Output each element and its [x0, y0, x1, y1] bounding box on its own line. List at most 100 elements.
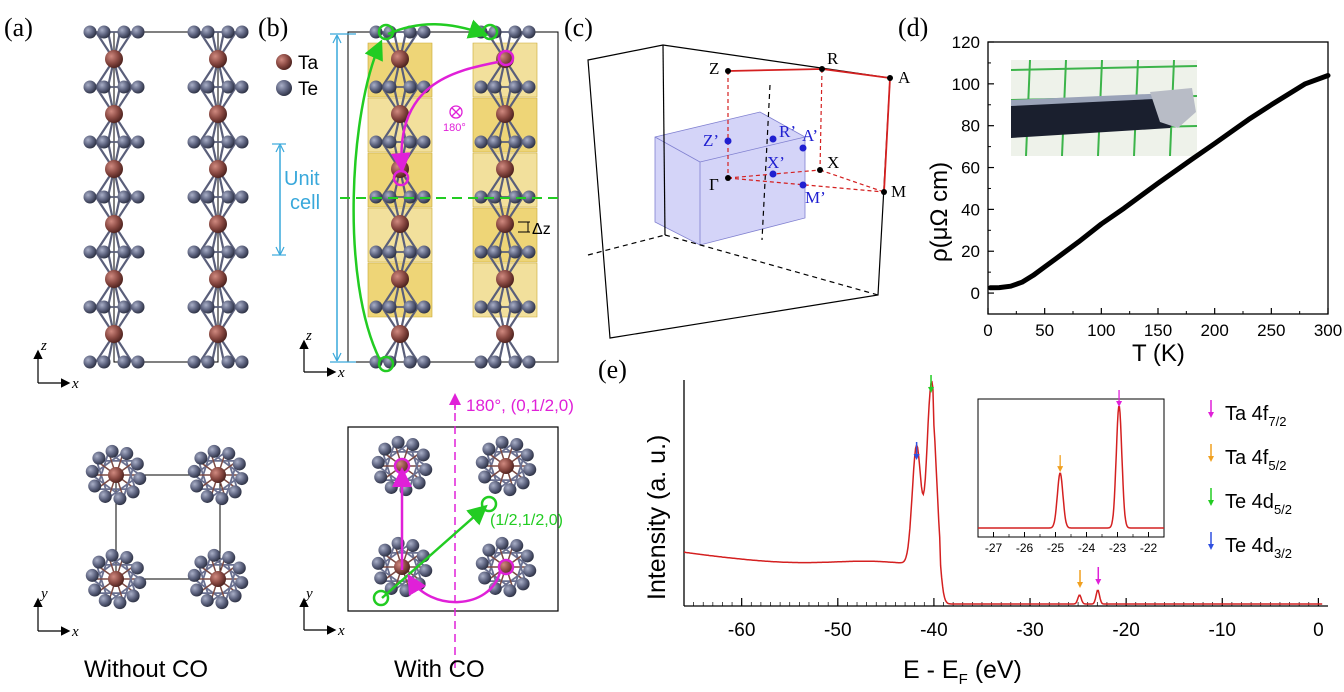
inset-peak-arrow-head — [1057, 466, 1064, 473]
kpoint-R: R — [827, 49, 839, 68]
te-atom — [474, 245, 488, 259]
te-atom — [478, 571, 492, 585]
te-atom — [83, 135, 97, 149]
x-tick-label: 200 — [1200, 321, 1228, 340]
te-atom — [508, 355, 522, 369]
te-atom — [97, 355, 111, 369]
magenta-rotation-arrow — [390, 60, 499, 173]
legend-arrow-head — [1208, 500, 1214, 506]
panel-label-b: (b) — [258, 13, 288, 42]
legend-label: Te 4d3/2 — [1225, 535, 1292, 561]
te-atom — [83, 245, 97, 259]
te-atom — [120, 551, 134, 565]
legend-label: Te 4d5/2 — [1225, 491, 1292, 517]
te-atom — [488, 300, 502, 314]
te-atom — [83, 190, 97, 204]
xps-chart: -60 -50 -40 -30 -20 -10 0 -27 -26 -25 -24 -23 -22 T… — [643, 375, 1328, 688]
te-atom — [403, 80, 417, 94]
te-atom — [235, 80, 249, 94]
y-tick-label: 60 — [961, 159, 980, 178]
axis-label-x-top: x — [71, 624, 79, 640]
te-atom — [235, 25, 249, 39]
te-atom — [369, 135, 383, 149]
te-atom — [201, 245, 215, 259]
te-atom — [523, 463, 537, 477]
te-atom — [475, 455, 489, 469]
x-tick-label: 300 — [1314, 321, 1342, 340]
panel-label-e: (e) — [598, 355, 627, 384]
axis-label-z-b: z — [305, 328, 312, 344]
te-atom — [488, 245, 502, 259]
caption-with-co: With CO — [394, 656, 485, 683]
x-tick-label: -60 — [728, 620, 755, 641]
te-atom — [187, 190, 201, 204]
kpoint-Xp: X’ — [767, 153, 785, 172]
te-atom — [522, 190, 536, 204]
te-atom — [200, 489, 214, 503]
te-atom — [98, 593, 112, 607]
kpoint-Ap: A’ — [802, 126, 818, 145]
te-atom — [235, 135, 249, 149]
unit-cell-label-1: Unit — [284, 168, 320, 190]
te-atom — [83, 25, 97, 39]
te-atom — [126, 485, 140, 499]
te-atom — [488, 355, 502, 369]
te-atom — [117, 245, 131, 259]
te-atom — [474, 300, 488, 314]
te-atom — [403, 245, 417, 259]
te-atom — [488, 581, 502, 595]
unit-cell-top-view — [115, 474, 221, 580]
te-atom — [516, 476, 530, 490]
axes-xy-b: y x — [299, 586, 345, 639]
te-atom — [201, 135, 215, 149]
te-atom — [403, 300, 417, 314]
green-translation-arrow-top-view — [381, 504, 488, 599]
te-atom — [416, 448, 430, 462]
y-tick-label: 80 — [961, 117, 980, 136]
atom-chain-right — [187, 25, 249, 369]
legend-te-label: Te — [298, 79, 318, 100]
rotation-180-label: 180° — [443, 122, 466, 134]
panel-a-structure: z x y x Without CO — [33, 25, 249, 683]
te-atom — [130, 457, 144, 471]
te-atom — [201, 355, 215, 369]
te-atom — [215, 596, 229, 610]
te-atom — [417, 300, 431, 314]
te-atom — [131, 190, 145, 204]
te-atom — [83, 300, 97, 314]
ta-atom — [209, 215, 227, 233]
te-atom — [187, 80, 201, 94]
te-atom — [482, 543, 496, 557]
te-atom — [510, 438, 524, 452]
te-atom — [201, 300, 215, 314]
ta-atom — [391, 105, 409, 123]
ta-atom — [391, 325, 409, 343]
te-atom — [131, 25, 145, 39]
te-atom — [201, 25, 215, 39]
te-atom — [133, 472, 147, 486]
ta-atom — [105, 215, 123, 233]
delta-z-label: Δz — [532, 221, 551, 238]
te-atom — [98, 489, 112, 503]
axis-label-y: y — [39, 586, 48, 602]
ta-atom — [209, 160, 227, 178]
te-atom — [508, 245, 522, 259]
te-atom — [131, 355, 145, 369]
te-atom — [83, 355, 97, 369]
te-atom — [383, 245, 397, 259]
te-atom — [215, 492, 229, 506]
ta-atom — [496, 325, 514, 343]
te-atom — [403, 355, 417, 369]
te-atom — [221, 135, 235, 149]
legend-arrow-head — [1208, 412, 1214, 418]
te-atom — [187, 355, 201, 369]
te-atom — [419, 564, 433, 578]
ta-atom — [105, 160, 123, 178]
te-atom — [113, 492, 127, 506]
te-atom — [508, 190, 522, 204]
panel-label-c: (c) — [564, 13, 593, 42]
ta-atom — [496, 105, 514, 123]
te-atom — [187, 464, 201, 478]
te-atom — [520, 549, 534, 563]
te-atom — [83, 80, 97, 94]
